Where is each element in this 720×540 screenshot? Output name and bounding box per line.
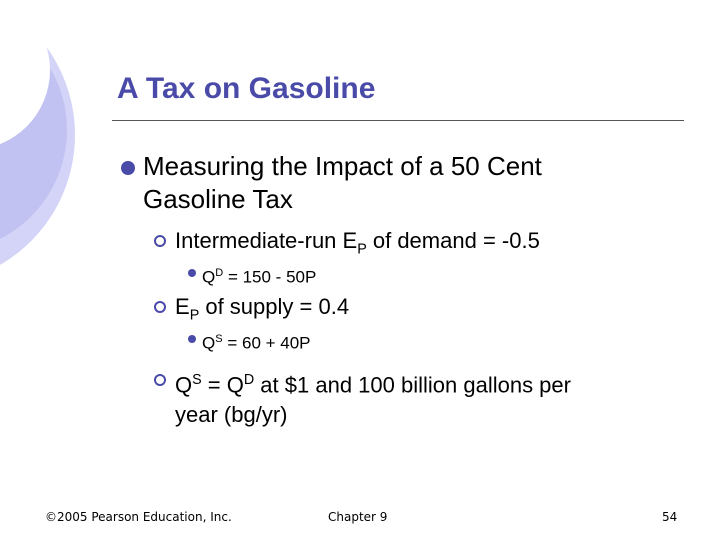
footer-page-number: 54 xyxy=(662,510,678,524)
bullet-small-dot-icon xyxy=(188,269,196,277)
main-bullet-text: Measuring the Impact of a 50 Cent Gasoli… xyxy=(143,151,542,214)
decorative-circles xyxy=(0,0,75,265)
bullet-ring-icon xyxy=(154,374,166,386)
slide-title: A Tax on Gasoline xyxy=(117,72,376,105)
footer-copyright: ©2005 Pearson Education, Inc. xyxy=(45,510,232,524)
demand-equation-text: QD = 150 - 50P xyxy=(202,267,317,287)
supply-elasticity-text: EP of supply = 0.4 xyxy=(175,294,350,324)
supply-equation-text: QS = 60 + 40P xyxy=(202,333,311,353)
title-divider xyxy=(112,120,684,121)
bullet-small-dot-icon xyxy=(188,335,196,343)
bullet-ring-icon xyxy=(154,301,166,313)
footer-chapter: Chapter 9 xyxy=(328,510,388,524)
demand-elasticity-text: Intermediate-run EP of demand = -0.5 xyxy=(175,228,540,258)
equilibrium-text: QS = QD at $1 and 100 billion gallons pe… xyxy=(175,372,571,428)
bullet-ring-icon xyxy=(154,235,166,247)
bullet-dot-icon xyxy=(121,161,135,175)
